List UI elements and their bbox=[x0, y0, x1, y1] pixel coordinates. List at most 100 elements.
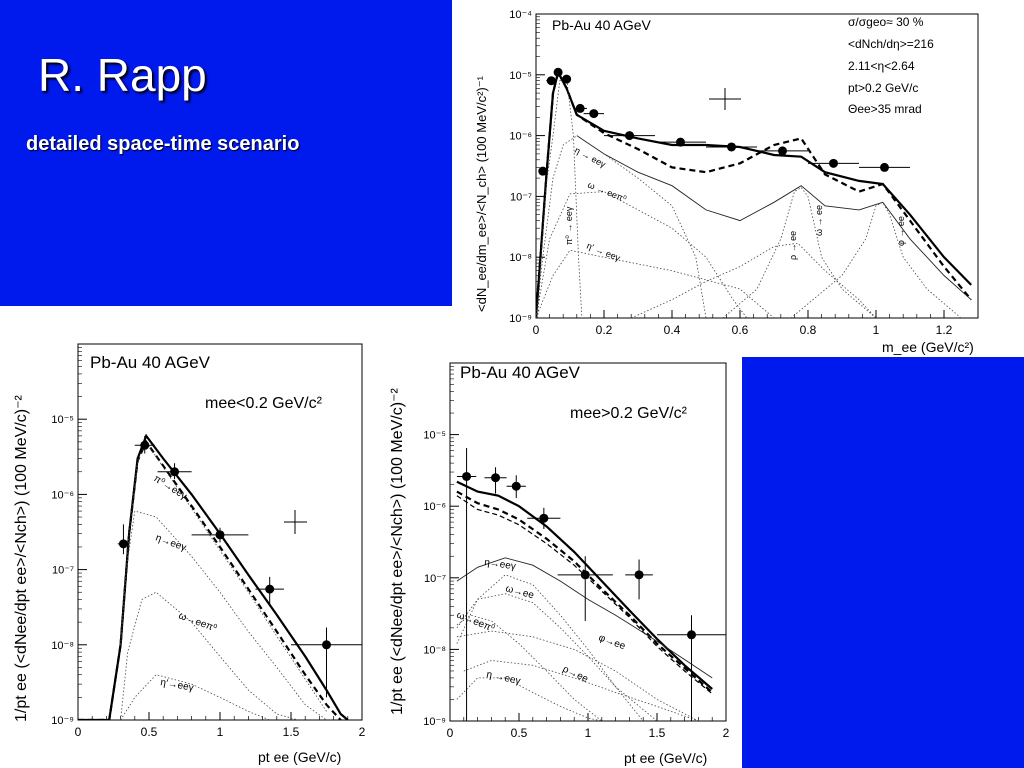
channel-label-eta-eegamma: η→eeγ bbox=[484, 557, 517, 572]
data-point bbox=[265, 584, 275, 594]
data-point bbox=[562, 74, 572, 84]
series-ω → ee bbox=[722, 186, 877, 318]
series-ω→eeπ⁰ bbox=[120, 591, 299, 720]
slide-title: R. Rapp bbox=[38, 49, 207, 101]
data-point bbox=[118, 539, 128, 549]
plot-area: 0 0.5 1 1.5 2 10⁻⁹ 10⁻⁸ 10⁻⁷ 10⁻⁶ 10⁻⁵ bbox=[51, 343, 366, 739]
mass-spectrum-chart: 0 0.2 0.4 0.6 0.8 1 1.2 10⁻⁹ 10⁻⁸ 10⁻⁷ 10⁻⁶ 10⁻⁵ 10⁻… bbox=[474, 9, 979, 355]
cut-1: σ/σgeo≈ 30 % bbox=[848, 15, 924, 29]
channel-label-pi0-eegamma: π⁰ → eeγ bbox=[564, 206, 574, 245]
data-point bbox=[511, 481, 521, 491]
cut-4: pt>0.2 GeV/c bbox=[848, 81, 918, 95]
y-tick-label: 10⁻⁵ bbox=[423, 430, 446, 442]
chart-title: Pb-Au 40 AGeV bbox=[460, 363, 581, 382]
x-tick-label: 2 bbox=[723, 726, 730, 740]
x-axis-label: pt ee (GeV/c) bbox=[258, 749, 341, 765]
data-point bbox=[491, 473, 501, 483]
cut-2: <dNch/dη>=216 bbox=[848, 37, 934, 51]
top-left-blue-panel bbox=[0, 0, 452, 306]
data-point bbox=[575, 103, 585, 113]
series-η→eeγ bbox=[456, 574, 644, 721]
y-tick-label: 10⁻⁶ bbox=[509, 131, 532, 143]
x-tick-label: 0.5 bbox=[141, 725, 158, 739]
series-dashed-thick bbox=[536, 69, 973, 318]
x-tick-label: 1 bbox=[217, 725, 224, 739]
x-tick-label: 0 bbox=[533, 323, 540, 337]
cut-5: Θee>35 mrad bbox=[848, 102, 922, 116]
slide-subtitle: detailed space-time scenario bbox=[26, 133, 300, 155]
series-solid-thin bbox=[456, 557, 713, 679]
x-tick-label: 0.8 bbox=[800, 323, 817, 337]
y-tick-label: 10⁻⁹ bbox=[423, 716, 446, 728]
x-tick-label: 0.6 bbox=[732, 323, 749, 337]
y-tick-label: 10⁻⁵ bbox=[509, 70, 532, 82]
data-point bbox=[553, 67, 563, 77]
y-tick-label: 10⁻⁷ bbox=[510, 191, 532, 203]
data-point bbox=[589, 109, 599, 119]
mass-cut-label: mee<0.2 GeV/c² bbox=[205, 395, 323, 412]
y-tick-label: 10⁻⁶ bbox=[51, 489, 74, 501]
right-blue-panel bbox=[742, 357, 1024, 768]
series-π⁰ → eeγ bbox=[537, 77, 583, 318]
series-ω→eeπ⁰ bbox=[456, 614, 603, 721]
plot-area: 0 0.2 0.4 0.6 0.8 1 1.2 10⁻⁹ 10⁻⁸ 10⁻⁷ 10⁻⁶ 10⁻⁵ 10⁻… bbox=[509, 9, 979, 337]
x-tick-label: 1.5 bbox=[283, 725, 300, 739]
x-axis-label: m_ee (GeV/c²) bbox=[882, 339, 974, 355]
cut-3: 2.11<η<2.64 bbox=[848, 59, 915, 73]
plot-frame bbox=[535, 13, 979, 319]
y-tick-label: 10⁻⁸ bbox=[509, 252, 532, 264]
y-tick-label: 10⁻⁶ bbox=[423, 501, 446, 513]
y-tick-label: 10⁻⁹ bbox=[51, 715, 74, 727]
series-η′→eeγ bbox=[120, 674, 270, 720]
data-point bbox=[170, 467, 180, 477]
y-tick-label: 10⁻⁴ bbox=[509, 9, 532, 21]
y-tick-label: 10⁻⁵ bbox=[51, 414, 74, 426]
y-axis-label: 1/pt ee (<dNee/dpt ee>/<Nch>) (100 MeV/c… bbox=[389, 387, 406, 715]
series-ρ → ee bbox=[631, 242, 877, 318]
curves bbox=[536, 67, 973, 318]
data-point bbox=[778, 146, 787, 156]
data-point bbox=[829, 158, 838, 168]
series-φ→ee bbox=[456, 630, 699, 721]
channel-label-omega-ee: ω → ee bbox=[814, 205, 824, 236]
x-tick-label: 0.4 bbox=[664, 323, 681, 337]
curves bbox=[78, 433, 362, 720]
y-tick-label: 10⁻⁹ bbox=[509, 313, 532, 325]
data-point bbox=[634, 570, 644, 580]
data-point bbox=[322, 640, 331, 650]
x-tick-label: 0 bbox=[75, 725, 82, 739]
series-ω→ee bbox=[456, 593, 658, 721]
y-tick-label: 10⁻⁷ bbox=[52, 565, 74, 577]
y-axis-label: <dN_ee/dm_ee>/<N_ch> (100 MeV/c²)⁻¹ bbox=[474, 75, 489, 312]
x-tick-label: 1 bbox=[585, 726, 592, 740]
curves bbox=[456, 447, 726, 721]
data-point bbox=[462, 471, 472, 481]
x-tick-label: 1.5 bbox=[649, 726, 666, 740]
data-point bbox=[539, 513, 549, 523]
series-ω → eeπ⁰ bbox=[536, 191, 748, 318]
x-tick-label: 0 bbox=[447, 726, 454, 740]
x-tick-label: 0.2 bbox=[596, 323, 613, 337]
data-point bbox=[625, 131, 634, 141]
x-tick-label: 1.2 bbox=[936, 323, 953, 337]
plot-area: 0 0.5 1 1.5 2 10⁻⁹ 10⁻⁸ 10⁻⁷ 10⁻⁶ 10⁻⁵ bbox=[423, 362, 730, 740]
x-tick-label: 0.5 bbox=[511, 726, 528, 740]
legend-marker-cross bbox=[284, 510, 307, 534]
pt-spectrum-low-mass-chart: 0 0.5 1 1.5 2 10⁻⁹ 10⁻⁸ 10⁻⁷ 10⁻⁶ 10⁻⁵ Pb-Au 40 A… bbox=[13, 343, 366, 765]
pt-spectrum-high-mass-chart: 0 0.5 1 1.5 2 10⁻⁹ 10⁻⁸ 10⁻⁷ 10⁻⁶ 10⁻⁵ Pb-Au 40 A… bbox=[389, 362, 730, 766]
chart-title: Pb-Au 40 AGeV bbox=[90, 353, 211, 372]
chart-title: Pb-Au 40 AGeV bbox=[552, 17, 652, 33]
data-point bbox=[538, 166, 548, 176]
series-η →eeγ bbox=[456, 677, 602, 721]
channel-label-phi-ee: φ → ee bbox=[896, 216, 906, 246]
data-point bbox=[546, 76, 556, 86]
x-tick-label: 2 bbox=[359, 725, 366, 739]
data-point bbox=[676, 137, 685, 147]
channel-label-rho-ee: ρ → ee bbox=[788, 231, 798, 260]
x-tick-label: 1 bbox=[873, 323, 880, 337]
data-point bbox=[140, 440, 150, 450]
x-axis-label: pt ee (GeV/c) bbox=[624, 750, 707, 766]
data-point bbox=[580, 570, 590, 580]
data-point bbox=[687, 630, 696, 640]
y-tick-label: 10⁻⁸ bbox=[423, 644, 446, 656]
